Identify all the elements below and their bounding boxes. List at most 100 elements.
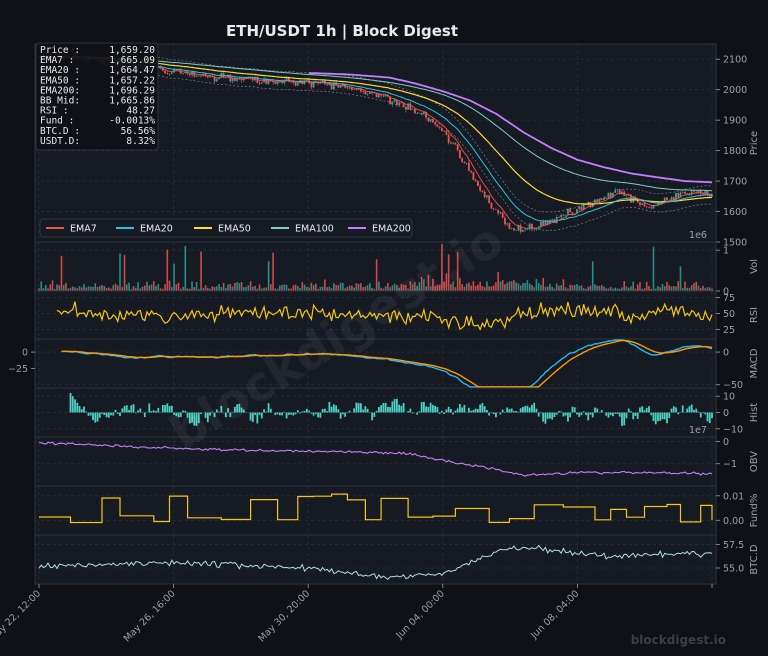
legend: EMA7 EMA20 EMA50 EMA100 EMA200 bbox=[39, 218, 413, 238]
candle-body bbox=[542, 221, 545, 226]
volume-bar bbox=[519, 285, 522, 291]
candle-body bbox=[326, 84, 329, 86]
candle-body bbox=[438, 126, 441, 128]
hist-bar bbox=[690, 404, 693, 413]
volume-bar bbox=[544, 286, 547, 291]
hist-bar bbox=[654, 412, 657, 425]
volume-bar bbox=[531, 285, 533, 291]
hist-bar bbox=[132, 404, 135, 413]
hist-bar bbox=[240, 407, 243, 413]
candle-body bbox=[285, 77, 288, 81]
hist-bar bbox=[661, 412, 664, 420]
candle-body bbox=[195, 75, 198, 77]
hist-bar bbox=[283, 411, 286, 413]
hist-bar bbox=[330, 406, 333, 413]
candle-body bbox=[440, 127, 443, 132]
hist-bar bbox=[625, 412, 628, 419]
info-value: 1,657.22 bbox=[109, 75, 155, 86]
volume-bar bbox=[479, 281, 481, 291]
volume-bar bbox=[625, 286, 628, 291]
candle-body bbox=[607, 192, 610, 199]
volume-bar bbox=[67, 288, 70, 291]
volume-bar bbox=[382, 288, 385, 291]
candle-body bbox=[447, 134, 450, 143]
candle-body bbox=[452, 142, 455, 144]
volume-bar bbox=[501, 280, 504, 291]
volume-bar bbox=[227, 284, 229, 291]
hist-bar bbox=[395, 398, 398, 413]
hist-bar bbox=[175, 412, 178, 417]
hist-bar bbox=[211, 411, 214, 413]
volume-bar bbox=[85, 287, 88, 291]
candle-body bbox=[605, 197, 608, 199]
hist-bar bbox=[621, 412, 623, 426]
volume-bar bbox=[256, 288, 259, 291]
candle-body bbox=[477, 180, 479, 186]
candle-body bbox=[600, 199, 603, 201]
hist-bar bbox=[591, 412, 594, 418]
candle-body bbox=[357, 88, 360, 90]
hist-bar bbox=[596, 408, 599, 413]
volume-bar bbox=[690, 285, 693, 291]
hist-bar bbox=[389, 407, 392, 413]
volume-bar bbox=[614, 287, 617, 291]
candle-body bbox=[524, 229, 527, 231]
candle-body bbox=[526, 229, 529, 230]
hist-bar bbox=[269, 408, 272, 413]
volume-bar bbox=[220, 286, 223, 291]
volume-bar bbox=[405, 285, 407, 291]
volume-bar bbox=[477, 284, 479, 291]
info-key: EMA50 : bbox=[40, 75, 80, 86]
volume-bar bbox=[522, 283, 524, 291]
volume-bar bbox=[600, 285, 603, 291]
candle-body bbox=[224, 77, 227, 79]
hist-bar bbox=[533, 402, 536, 413]
candle-body bbox=[368, 91, 371, 94]
hist-bar bbox=[130, 405, 133, 413]
volume-bar bbox=[272, 252, 274, 291]
hist-bar bbox=[652, 412, 655, 421]
hist-bar bbox=[695, 408, 698, 413]
volume-bar bbox=[267, 261, 270, 291]
signal-line bbox=[61, 339, 713, 388]
volume-bar bbox=[589, 285, 592, 291]
candle-body bbox=[513, 228, 515, 231]
candle-body bbox=[416, 112, 419, 114]
candle-body bbox=[675, 193, 677, 201]
hist-bar bbox=[274, 412, 277, 416]
volume-bar bbox=[337, 285, 340, 291]
hist-bar bbox=[648, 406, 650, 413]
hist-bar bbox=[303, 410, 306, 413]
volume-bar bbox=[420, 276, 423, 291]
hist-bar bbox=[373, 412, 376, 417]
hist-bar bbox=[339, 412, 342, 419]
candle-body bbox=[544, 220, 547, 226]
hist-bar bbox=[544, 412, 547, 424]
volume-bar bbox=[414, 282, 416, 291]
volume-bar bbox=[303, 284, 306, 291]
hist-bar bbox=[600, 410, 603, 413]
volume-bar bbox=[497, 272, 499, 291]
hist-bar bbox=[699, 412, 702, 418]
hist-bar bbox=[688, 406, 691, 413]
volume-bar bbox=[463, 286, 466, 291]
volume-bar bbox=[632, 281, 635, 291]
volume-bar bbox=[234, 283, 236, 291]
hist-bar bbox=[348, 410, 351, 413]
volume-bar bbox=[447, 254, 450, 291]
hist-bar bbox=[681, 405, 684, 413]
hist-bar bbox=[499, 412, 502, 415]
volume-bar bbox=[535, 278, 538, 291]
volume-bar bbox=[436, 285, 439, 291]
volume-bar bbox=[146, 281, 148, 291]
funding-line bbox=[39, 493, 713, 524]
hist-bar bbox=[504, 411, 506, 413]
volume-bar bbox=[657, 286, 659, 291]
tick-label: 75 bbox=[723, 293, 735, 304]
candle-body bbox=[422, 111, 425, 114]
candle-body bbox=[639, 202, 641, 206]
tick-label: 1500 bbox=[723, 238, 747, 249]
panel-macd: MACD 0 −25 0 −50 bbox=[8, 338, 760, 391]
hist-bar bbox=[393, 398, 396, 413]
candle-body bbox=[612, 192, 614, 198]
